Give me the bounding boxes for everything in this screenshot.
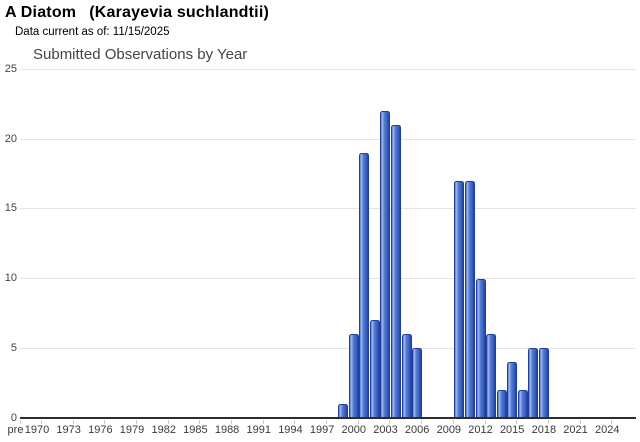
bar-2017[interactable] — [528, 348, 539, 418]
x-axis-tick-2012 — [484, 419, 486, 424]
x-axis-tick-1994 — [294, 419, 296, 424]
x-axis-tick-2015 — [516, 419, 518, 424]
bar-2001[interactable] — [359, 153, 370, 418]
x-axis-tick-1997 — [326, 419, 328, 424]
bar-2005[interactable] — [401, 334, 412, 418]
x-axis-tick-2024 — [611, 419, 613, 424]
bar-2016[interactable] — [517, 390, 528, 418]
gridline-10 — [20, 278, 636, 280]
x-axis-tick-2021 — [579, 419, 581, 424]
x-axis-label-2015: 2015 — [499, 424, 525, 436]
x-axis-label-1997: 1997 — [309, 424, 335, 436]
x-axis-label-2006: 2006 — [404, 424, 430, 436]
x-axis-label-2024: 2024 — [594, 424, 620, 436]
x-axis-tick-1970 — [41, 419, 42, 424]
bar-1999[interactable] — [338, 404, 349, 418]
x-axis-tick-1976 — [104, 419, 106, 424]
x-axis-label-2003: 2003 — [373, 424, 398, 436]
x-axis-tick-2006 — [421, 419, 423, 424]
x-axis-tick-2018 — [547, 419, 549, 424]
x-axis-label-2012: 2012 — [468, 424, 493, 436]
x-axis-label-2009: 2009 — [436, 424, 462, 436]
chart-title: Submitted Observations by Year — [33, 46, 248, 63]
gridline-20 — [20, 138, 636, 140]
y-axis-label-15: 15 — [4, 202, 17, 215]
x-axis-tick-1973 — [72, 419, 74, 424]
x-axis-label-1991: 1991 — [246, 424, 271, 436]
x-axis-label-1988: 1988 — [214, 424, 240, 436]
x-axis-label-2000: 2000 — [341, 424, 367, 436]
x-axis-label-pre: pre — [7, 424, 24, 436]
x-axis-tick-2003 — [389, 419, 391, 424]
x-axis-tick-1982 — [167, 419, 169, 424]
species-common-name: A Diatom — [5, 4, 77, 21]
gridline-15 — [20, 208, 636, 210]
bar-2012[interactable] — [475, 278, 486, 418]
bar-2015[interactable] — [507, 362, 518, 418]
x-axis-label-1985: 1985 — [183, 424, 208, 436]
x-axis-label-1976: 1976 — [88, 424, 113, 436]
bar-2004[interactable] — [391, 125, 402, 418]
bar-2018[interactable] — [538, 348, 549, 418]
y-axis-label-0: 0 — [10, 411, 17, 424]
x-axis-label-1973: 1973 — [56, 424, 81, 436]
x-axis-label-1994: 1994 — [278, 424, 303, 436]
x-axis-tick-2000 — [357, 419, 359, 424]
y-axis-label-25: 25 — [4, 63, 17, 75]
x-axis-tick-1979 — [136, 419, 138, 424]
bar-2013[interactable] — [486, 334, 497, 418]
x-axis-label-2018: 2018 — [531, 424, 557, 436]
bar-2003[interactable] — [380, 111, 391, 418]
x-axis-tick-1985 — [199, 419, 201, 424]
x-axis-tick-1988 — [231, 419, 233, 424]
x-axis-label-1982: 1982 — [151, 424, 176, 436]
bar-2000[interactable] — [348, 334, 359, 418]
y-axis-label-20: 20 — [4, 132, 17, 145]
bar-2006[interactable] — [412, 348, 423, 418]
page-title: A Diatom (Karayevia suchlandtii) — [5, 4, 269, 22]
bar-2014[interactable] — [496, 390, 507, 418]
gridline-5 — [20, 347, 636, 349]
data-current-date: Data current as of: 11/15/2025 — [15, 26, 170, 38]
x-axis-tick-1991 — [262, 419, 264, 424]
gridline-25 — [20, 69, 636, 70]
species-scientific-name: (Karayevia suchlandtii) — [89, 4, 270, 21]
bar-2010[interactable] — [454, 181, 465, 418]
x-axis-label-1970: 1970 — [24, 424, 50, 436]
x-axis-tick-2009 — [452, 419, 454, 424]
bar-2011[interactable] — [464, 181, 475, 418]
y-axis-label-10: 10 — [4, 272, 17, 285]
x-axis-tick-pre — [19, 419, 21, 424]
bar-2002[interactable] — [369, 320, 380, 418]
x-axis-label-2021: 2021 — [563, 424, 588, 436]
x-axis-label-1979: 1979 — [119, 424, 145, 436]
y-axis-label-5: 5 — [10, 341, 17, 354]
x-axis-line — [20, 416, 636, 419]
